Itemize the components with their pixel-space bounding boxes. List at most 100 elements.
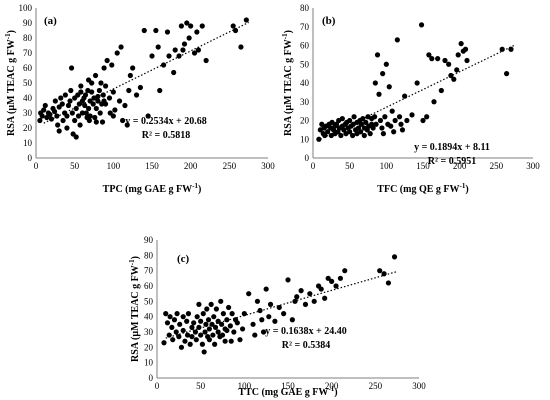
regression-equation: y = 0.1894x + 8.11 <box>414 142 490 153</box>
data-point <box>68 87 74 94</box>
data-point <box>89 89 95 95</box>
y-tick-label: 30 <box>23 108 33 118</box>
data-point <box>180 47 186 53</box>
data-point <box>200 311 206 317</box>
data-point <box>504 71 510 77</box>
y-axis-title: RSA (µM TEAC g FW-1) <box>128 256 141 362</box>
y-tick-label: 60 <box>300 41 310 51</box>
data-point <box>259 317 265 323</box>
y-tick-label: 40 <box>144 312 154 322</box>
r-squared-label: R² = 0.5951 <box>428 156 476 167</box>
data-point <box>189 334 195 340</box>
data-point <box>42 102 48 109</box>
data-point <box>250 321 256 327</box>
data-point <box>385 280 392 286</box>
data-point <box>424 114 430 120</box>
data-point <box>110 113 116 119</box>
data-point <box>499 46 505 52</box>
data-point <box>69 110 75 116</box>
r-squared-label: R² = 0.5384 <box>282 340 330 351</box>
y-axis-title: RSA (µM TEAC g FW-1) <box>4 30 17 136</box>
data-point <box>64 113 70 119</box>
data-point <box>302 301 309 307</box>
data-point <box>285 277 291 283</box>
y-tick-label: 90 <box>144 235 154 245</box>
data-point <box>178 23 184 29</box>
data-point <box>149 53 155 59</box>
data-point <box>127 72 133 79</box>
data-point <box>219 321 225 327</box>
data-point <box>59 101 65 107</box>
regression-equation: y = 0.1638x + 24.40 <box>265 326 346 337</box>
data-point <box>252 332 258 338</box>
data-point <box>254 298 261 304</box>
data-point <box>198 318 204 324</box>
data-point <box>224 317 230 323</box>
data-point <box>112 107 118 113</box>
data-point <box>394 37 400 43</box>
data-point <box>418 22 425 28</box>
data-point <box>347 129 353 135</box>
data-point <box>199 23 205 29</box>
data-point <box>92 72 99 79</box>
data-point <box>180 314 186 320</box>
data-point <box>93 105 99 112</box>
y-tick-label: 60 <box>23 63 33 73</box>
data-point <box>239 326 246 332</box>
data-point <box>267 301 274 307</box>
data-point <box>350 132 356 139</box>
data-point <box>120 117 126 124</box>
y-tick-label: 80 <box>300 3 310 13</box>
data-point <box>260 329 267 335</box>
data-point <box>194 314 200 320</box>
data-point <box>206 337 212 343</box>
data-point <box>93 119 99 125</box>
data-point <box>166 332 172 338</box>
y-tick-label: 90 <box>23 18 33 28</box>
data-point <box>363 119 369 125</box>
data-point <box>446 61 452 67</box>
data-point <box>64 125 70 131</box>
data-point <box>238 44 244 50</box>
data-point <box>196 301 202 307</box>
data-point <box>79 110 85 116</box>
data-point <box>155 44 161 50</box>
data-point <box>211 314 217 320</box>
data-point <box>347 117 353 124</box>
data-point <box>68 65 75 71</box>
data-point <box>199 341 206 347</box>
data-point <box>130 65 136 71</box>
x-axis-title: TPC (mg GAE g FW-1) <box>103 182 202 195</box>
y-axis-title: RSA (µM TEAC g FW-1) <box>281 30 294 136</box>
x-tick-label: 250 <box>369 381 383 391</box>
data-point <box>75 113 82 119</box>
x-tick-label: 150 <box>145 161 159 171</box>
data-point <box>272 318 278 324</box>
data-point <box>220 311 226 317</box>
data-point <box>126 87 132 94</box>
data-point <box>54 113 60 119</box>
data-point <box>60 117 66 124</box>
data-point <box>318 286 324 292</box>
data-point <box>329 278 335 284</box>
data-point <box>399 127 406 133</box>
data-point <box>337 275 343 281</box>
y-tick-label: 30 <box>300 97 310 107</box>
data-point <box>322 295 328 301</box>
data-point <box>157 87 163 94</box>
data-point <box>104 57 110 64</box>
data-point <box>86 117 92 124</box>
y-tick-label: 40 <box>23 93 33 103</box>
data-point <box>396 114 403 120</box>
data-point <box>73 134 79 140</box>
data-point <box>213 306 219 312</box>
data-point <box>455 52 461 58</box>
data-point <box>222 338 228 344</box>
data-point <box>185 311 192 317</box>
data-point <box>172 47 178 53</box>
data-point <box>215 329 221 335</box>
data-point <box>426 52 432 58</box>
data-point <box>133 92 140 98</box>
data-point <box>99 119 106 125</box>
y-tick-label: 20 <box>23 123 33 133</box>
